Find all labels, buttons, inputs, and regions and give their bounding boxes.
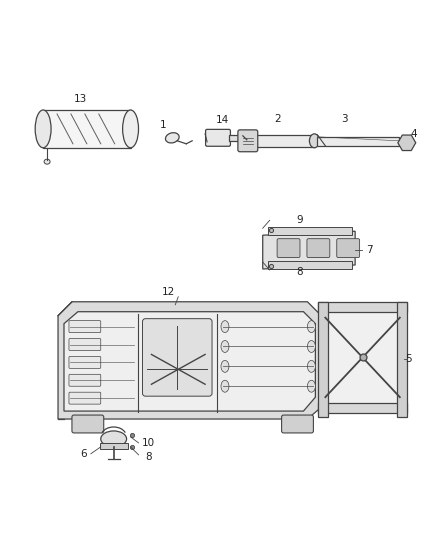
Bar — [397, 302, 407, 417]
FancyBboxPatch shape — [205, 130, 230, 146]
FancyBboxPatch shape — [69, 392, 101, 404]
Bar — [43, 110, 131, 148]
Ellipse shape — [44, 159, 50, 164]
Bar — [229, 135, 243, 141]
Bar — [248, 135, 314, 147]
Ellipse shape — [221, 321, 229, 333]
Ellipse shape — [35, 110, 51, 148]
Bar — [318, 302, 407, 312]
FancyBboxPatch shape — [69, 374, 101, 386]
Ellipse shape — [221, 360, 229, 373]
Text: 9: 9 — [296, 215, 303, 225]
Ellipse shape — [221, 341, 229, 352]
Ellipse shape — [307, 380, 315, 392]
FancyBboxPatch shape — [277, 239, 300, 257]
FancyBboxPatch shape — [69, 321, 101, 333]
Polygon shape — [263, 231, 355, 269]
Text: 13: 13 — [74, 94, 88, 104]
FancyBboxPatch shape — [238, 130, 258, 152]
Text: 10: 10 — [142, 438, 155, 448]
FancyBboxPatch shape — [337, 239, 360, 257]
Ellipse shape — [307, 321, 315, 333]
Text: 4: 4 — [410, 129, 417, 139]
Text: 1: 1 — [160, 120, 167, 130]
FancyBboxPatch shape — [69, 357, 101, 368]
Text: 5: 5 — [406, 354, 412, 365]
Bar — [318, 403, 407, 413]
Ellipse shape — [309, 134, 319, 148]
Bar — [268, 227, 352, 235]
Text: 6: 6 — [81, 449, 87, 459]
Ellipse shape — [166, 133, 179, 143]
Ellipse shape — [307, 360, 315, 373]
Text: 8: 8 — [145, 452, 152, 462]
Bar — [318, 137, 399, 146]
FancyBboxPatch shape — [307, 239, 330, 257]
Polygon shape — [64, 312, 315, 411]
Ellipse shape — [123, 110, 138, 148]
FancyBboxPatch shape — [282, 415, 314, 433]
Bar — [318, 302, 328, 417]
Text: 3: 3 — [341, 114, 347, 124]
FancyBboxPatch shape — [69, 338, 101, 351]
FancyBboxPatch shape — [72, 415, 104, 433]
Text: 14: 14 — [215, 115, 229, 125]
Text: 7: 7 — [366, 245, 372, 255]
Text: 12: 12 — [162, 287, 175, 297]
FancyBboxPatch shape — [142, 319, 212, 396]
Ellipse shape — [307, 341, 315, 352]
Bar — [321, 308, 404, 407]
Ellipse shape — [101, 431, 127, 447]
Ellipse shape — [221, 380, 229, 392]
Polygon shape — [58, 302, 321, 419]
Text: 8: 8 — [296, 267, 303, 277]
Bar — [100, 443, 127, 449]
Text: 2: 2 — [274, 114, 281, 124]
Bar — [268, 261, 352, 269]
